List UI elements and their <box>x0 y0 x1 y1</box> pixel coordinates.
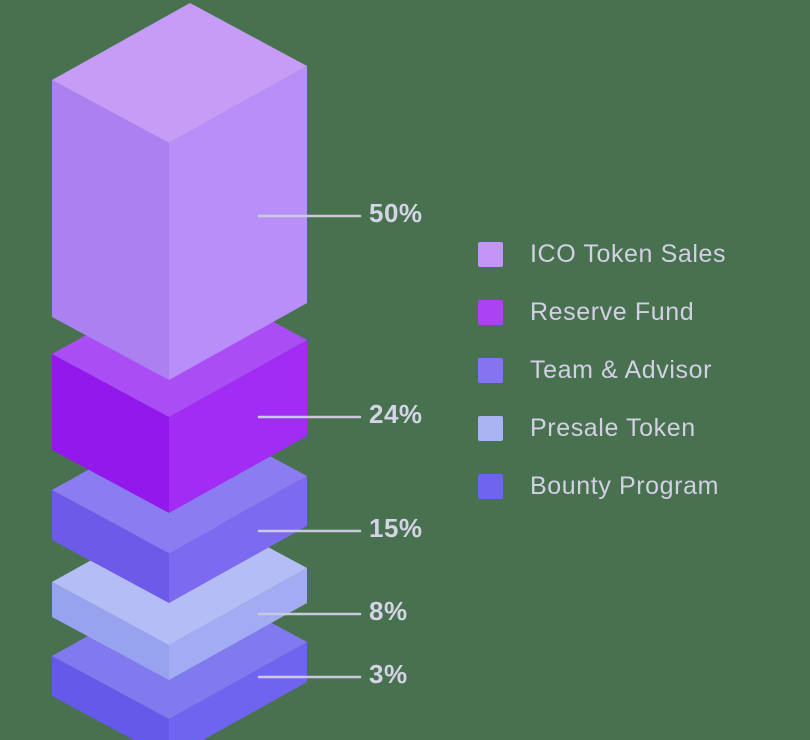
legend-label-ico-token-sales: ICO Token Sales <box>530 240 727 268</box>
block-team-advisor-left-face <box>52 490 169 603</box>
legend-label-bounty-program: Bounty Program <box>530 472 720 500</box>
legend-label-presale-token: Presale Token <box>530 414 696 442</box>
percent-label-reserve-fund: 24% <box>369 399 423 429</box>
legend-item-presale-token: Presale Token <box>478 414 726 442</box>
percent-label-presale-token: 8% <box>369 596 408 626</box>
legend-item-bounty-program: Bounty Program <box>478 472 726 500</box>
legend-item-reserve-fund: Reserve Fund <box>478 298 726 326</box>
percent-label-bounty-program: 3% <box>369 659 408 689</box>
legend-swatch-team-advisor <box>478 358 503 383</box>
percent-label-team-advisor: 15% <box>369 513 423 543</box>
legend-label-reserve-fund: Reserve Fund <box>530 298 695 326</box>
legend-swatch-bounty-program <box>478 474 503 499</box>
block-ico-token-sales-left-face <box>52 80 169 380</box>
legend-swatch-presale-token <box>478 416 503 441</box>
block-reserve-fund-left-face <box>52 354 169 513</box>
percent-label-ico-token-sales: 50% <box>369 198 423 228</box>
block-reserve-fund-right-face <box>169 340 307 513</box>
block-ico-token-sales-top-face <box>52 3 307 143</box>
legend-item-ico-token-sales: ICO Token Sales <box>478 240 727 268</box>
block-ico-token-sales-right-face <box>169 66 307 380</box>
legend-label-team-advisor: Team & Advisor <box>530 356 713 384</box>
legend-item-team-advisor: Team & Advisor <box>478 356 726 384</box>
legend-swatch-ico-token-sales <box>478 242 503 267</box>
block-presale-token-left-face <box>52 582 169 680</box>
block-presale-token-right-face <box>169 568 307 680</box>
legend-swatch-reserve-fund <box>478 300 503 325</box>
block-team-advisor-right-face <box>169 476 307 603</box>
block-ico-token-sales <box>52 3 307 380</box>
block-bounty-program-right-face <box>169 642 307 740</box>
block-bounty-program-left-face <box>52 656 169 740</box>
chart-legend: ICO Token Sales Reserve Fund Team & Adviso… <box>478 240 727 500</box>
